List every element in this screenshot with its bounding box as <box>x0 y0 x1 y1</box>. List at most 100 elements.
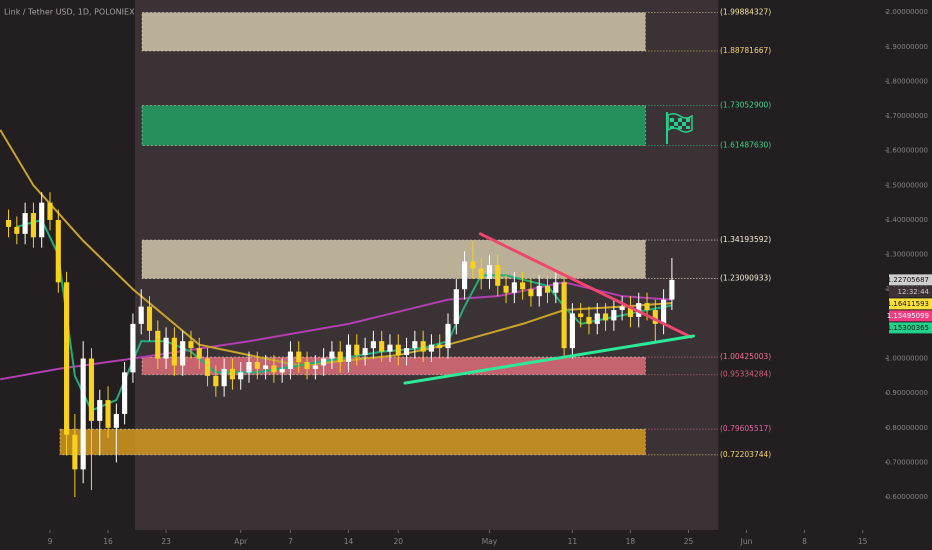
candle-body <box>470 261 476 269</box>
candle-body <box>553 282 559 293</box>
x-tick-label: 7 <box>288 537 293 546</box>
candle-body <box>72 434 78 470</box>
candle-body <box>246 361 252 373</box>
candle-body <box>196 348 202 359</box>
x-tick-label: Jun <box>740 537 753 546</box>
candle-body <box>312 365 318 369</box>
x-tick-label: 23 <box>161 537 171 546</box>
candle-body <box>578 313 584 317</box>
candle-body <box>569 313 575 349</box>
candle-body <box>296 351 302 362</box>
candle-body <box>22 213 28 234</box>
x-tick-label: 18 <box>626 537 636 546</box>
trend-line <box>478 232 693 339</box>
candle-body <box>337 351 343 362</box>
zone-level-label: (1.61487630) <box>720 141 771 150</box>
candle-body <box>321 358 327 366</box>
candle-body <box>379 341 385 352</box>
y-tick-label: 2.00000000 <box>886 8 928 16</box>
candle-body <box>652 310 658 324</box>
time-axis <box>0 530 932 550</box>
candle-body <box>370 341 376 349</box>
candle-body <box>644 303 650 311</box>
x-tick-label: 25 <box>684 537 694 546</box>
zone <box>141 105 646 146</box>
price-tag <box>889 274 932 286</box>
candle-body <box>229 368 235 380</box>
candle-body <box>204 358 211 376</box>
candle-body <box>445 323 451 349</box>
candle-body <box>171 337 177 366</box>
candle-body <box>536 285 542 297</box>
zone-level-label: (1.99884327) <box>720 8 771 17</box>
candle-body <box>478 268 484 279</box>
price-tag <box>889 310 932 322</box>
candle-body <box>180 341 186 366</box>
x-tick-label: 16 <box>103 537 113 546</box>
y-tick-label: 1.50000000 <box>886 181 928 189</box>
y-tick-label: 0.70000000 <box>886 458 928 466</box>
candle-body <box>412 341 418 349</box>
y-tick-label: 1.80000000 <box>886 77 928 85</box>
candle-body <box>503 285 509 293</box>
candle-body <box>138 306 144 324</box>
zone <box>141 239 646 279</box>
candle-body <box>263 365 269 369</box>
price-tag <box>889 322 932 334</box>
countdown-label: 12:32:44 <box>898 288 930 296</box>
candle-body <box>345 344 352 362</box>
candle-body <box>39 202 45 238</box>
y-tick-label: 1.00000000 <box>886 355 928 363</box>
candle-body <box>403 348 410 356</box>
candle-body <box>254 361 260 369</box>
candle-body <box>619 306 625 311</box>
candle-body <box>130 323 136 373</box>
candle-body <box>594 313 600 324</box>
candle-body <box>586 316 592 324</box>
candle-body <box>627 306 634 317</box>
candle-body <box>329 351 335 359</box>
candle-body <box>105 400 111 428</box>
candle-body <box>486 265 493 279</box>
candle-body <box>362 348 368 356</box>
x-tick-label: 14 <box>344 537 354 546</box>
candle-body <box>304 361 310 369</box>
zone-level-label: (1.23090933) <box>720 274 771 283</box>
candle-body <box>155 330 161 359</box>
candle-body <box>428 344 435 352</box>
candle-body <box>420 341 426 352</box>
candle-body <box>437 344 443 349</box>
price-tag-label: 1.22705687 <box>887 276 929 284</box>
candle-body <box>511 282 517 293</box>
candle-body <box>387 344 393 352</box>
candle-body <box>661 299 667 324</box>
zone-level-label: (0.95334284) <box>720 370 771 379</box>
y-tick-label: 0.80000000 <box>886 424 928 432</box>
candle-body <box>80 358 86 470</box>
candle-body <box>30 213 36 238</box>
candle-body <box>146 306 153 331</box>
zone-level-label: (1.00425003) <box>720 352 771 361</box>
zone <box>59 428 646 456</box>
candle-body <box>453 289 459 324</box>
x-tick-label: Apr <box>234 537 248 546</box>
candle-body <box>354 344 360 356</box>
y-tick-label: 1.30000000 <box>886 251 928 259</box>
x-tick-label: 20 <box>393 537 403 546</box>
candle-body <box>47 202 53 220</box>
candle-body <box>188 341 194 349</box>
y-tick-label: 1.60000000 <box>886 147 928 155</box>
zone-level-label: (1.73052900) <box>720 100 771 109</box>
candle-body <box>97 400 103 421</box>
x-tick-label: 9 <box>48 537 53 546</box>
x-tick-label: 8 <box>802 537 807 546</box>
candle-body <box>395 344 401 356</box>
candle-body <box>669 279 675 300</box>
y-tick-label: 1.90000000 <box>886 43 928 51</box>
price-tag-label: 1.15495099 <box>887 312 929 320</box>
candle-body <box>602 313 609 321</box>
candle-body <box>5 219 12 227</box>
candle-body <box>271 365 277 373</box>
trend-line <box>403 334 695 385</box>
